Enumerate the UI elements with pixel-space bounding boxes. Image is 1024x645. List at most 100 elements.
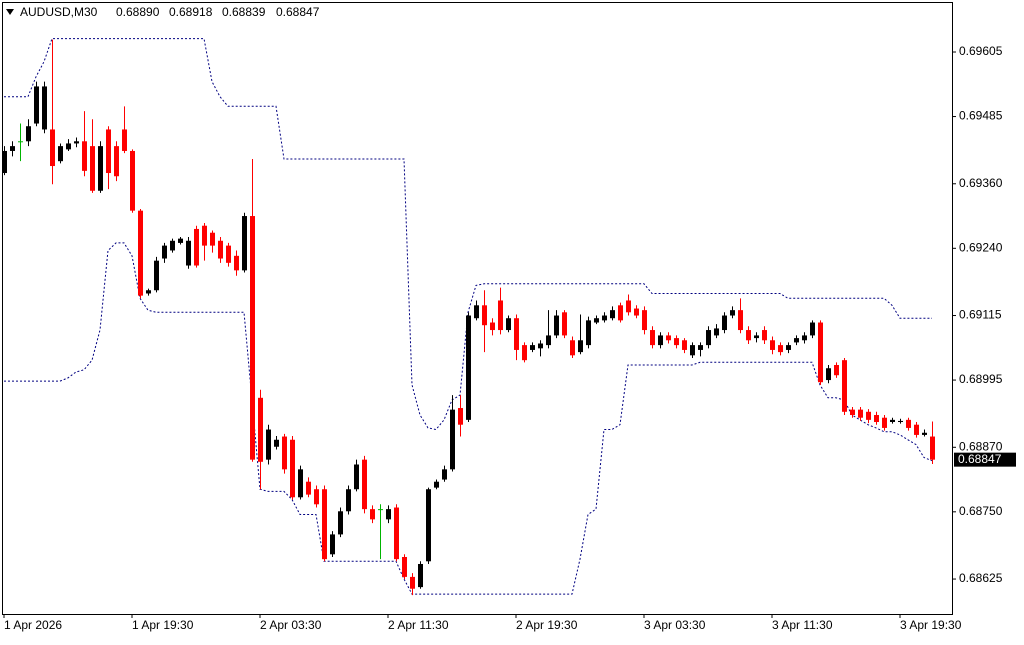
candle-body xyxy=(810,322,815,336)
collapse-icon[interactable] xyxy=(6,9,14,15)
candle-body xyxy=(226,245,231,263)
candle-body xyxy=(178,238,183,243)
candle-body xyxy=(434,481,439,488)
candle-body xyxy=(218,240,223,259)
candle-body xyxy=(562,312,567,336)
candle-body xyxy=(42,86,47,130)
y-tick-label: 0.69240 xyxy=(959,240,1003,254)
candle-body xyxy=(882,417,887,428)
candle-body xyxy=(906,419,911,428)
candle-body xyxy=(130,150,135,211)
candle-body xyxy=(506,318,511,331)
candle-body xyxy=(538,343,543,349)
candle-body xyxy=(922,432,927,435)
candle-body xyxy=(930,436,935,460)
price-tag-label: 0.68847 xyxy=(958,452,1002,466)
candle-body xyxy=(114,146,119,177)
candle-body xyxy=(394,507,399,560)
y-tick-label: 0.68750 xyxy=(959,504,1003,518)
candle-body xyxy=(482,305,487,326)
y-tick-label: 0.68625 xyxy=(959,571,1003,585)
candle-body xyxy=(658,335,663,346)
candle-body xyxy=(74,141,79,144)
candle-body xyxy=(146,290,151,294)
candle-body xyxy=(282,436,287,470)
candle-body xyxy=(730,310,735,316)
candle-body xyxy=(722,315,727,331)
candle-body xyxy=(850,409,855,416)
candle-body xyxy=(410,576,415,589)
candle-body xyxy=(778,345,783,353)
candle-body xyxy=(866,411,871,420)
candle-body xyxy=(18,141,23,143)
candle-body xyxy=(514,318,519,350)
candle-body xyxy=(426,489,431,562)
candle-body xyxy=(122,129,127,151)
y-tick-label: 0.69605 xyxy=(959,44,1003,58)
candle-body xyxy=(626,300,631,313)
candle-body xyxy=(266,429,271,460)
candle-body xyxy=(578,340,583,353)
candle-body xyxy=(466,315,471,420)
candle-body xyxy=(818,322,823,383)
candle-body xyxy=(570,340,575,356)
candle-body xyxy=(82,141,87,171)
candle-body xyxy=(530,345,535,350)
candle-body xyxy=(354,464,359,490)
x-tick-label: 2 Apr 19:30 xyxy=(516,618,578,632)
candle-body xyxy=(346,489,351,512)
high-label: 0.68918 xyxy=(169,5,213,19)
candle-body xyxy=(826,368,831,381)
candle-body xyxy=(290,439,295,498)
candle-body xyxy=(834,365,839,376)
candle-body xyxy=(58,146,63,162)
candle-body xyxy=(338,511,343,535)
x-tick-label: 1 Apr 19:30 xyxy=(132,618,194,632)
plot-frame xyxy=(2,2,953,615)
close-label: 0.68847 xyxy=(276,5,320,19)
candle-body xyxy=(98,146,103,191)
candle-body xyxy=(498,300,503,331)
y-tick-label: 0.69360 xyxy=(959,176,1003,190)
channel-lower xyxy=(4,242,933,595)
channel-upper xyxy=(4,38,932,431)
candle-body xyxy=(378,509,383,511)
x-tick-label: 3 Apr 19:30 xyxy=(900,618,962,632)
candle-body xyxy=(26,126,31,142)
candle-body xyxy=(546,335,551,346)
candle-body xyxy=(186,240,191,266)
candle-body xyxy=(362,459,367,510)
candle-body xyxy=(770,340,775,350)
x-tick-label: 3 Apr 11:30 xyxy=(772,618,833,632)
candle-body xyxy=(162,245,167,259)
candle-body xyxy=(746,330,751,341)
candle-body xyxy=(442,469,447,480)
candle-body xyxy=(314,489,319,505)
candle-body xyxy=(610,310,615,319)
candle-body xyxy=(794,338,799,343)
candle-body xyxy=(2,150,7,174)
candle-body xyxy=(738,310,743,331)
candle-body xyxy=(306,481,311,495)
candle-body xyxy=(138,210,143,296)
candle-body xyxy=(298,469,303,498)
low-label: 0.68839 xyxy=(222,5,266,19)
candle-body xyxy=(458,408,463,425)
candle-body xyxy=(914,424,919,435)
candle-body xyxy=(386,509,391,520)
candle-body xyxy=(418,563,423,588)
candle-body xyxy=(234,255,239,271)
open-label: 0.68890 xyxy=(116,5,160,19)
candle-body xyxy=(634,308,639,316)
candle-body xyxy=(522,345,527,361)
y-tick-label: 0.68995 xyxy=(959,372,1003,386)
candle-body xyxy=(202,225,207,246)
candle-body xyxy=(874,415,879,423)
candle-body xyxy=(682,340,687,350)
y-tick-label: 0.69485 xyxy=(959,109,1003,123)
candle-body xyxy=(890,419,895,423)
candle-body xyxy=(274,439,279,447)
y-tick-label: 0.69115 xyxy=(959,308,1002,322)
candle-body xyxy=(642,310,647,331)
